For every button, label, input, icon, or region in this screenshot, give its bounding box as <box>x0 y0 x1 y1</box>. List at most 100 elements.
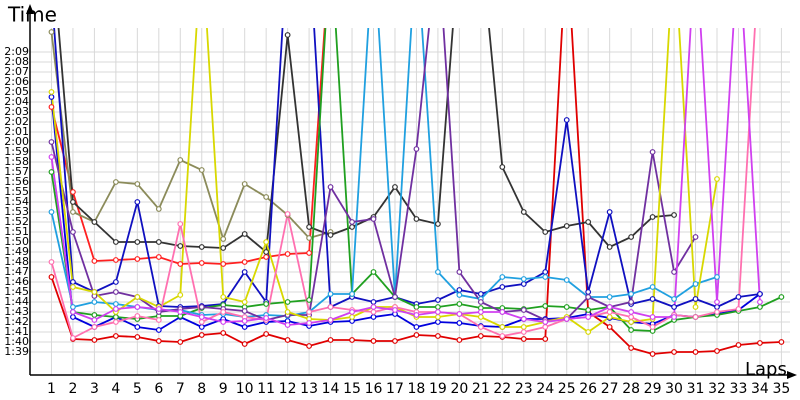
point <box>327 304 334 310</box>
y-tick-label: 2:06 <box>4 75 29 88</box>
y-tick-label: 1:59 <box>4 145 29 158</box>
x-tick-label: 17 <box>386 381 404 397</box>
point <box>241 181 248 187</box>
point <box>327 291 334 297</box>
point <box>70 309 76 315</box>
x-axis-title: Laps <box>745 359 787 380</box>
point <box>306 297 312 303</box>
point <box>413 304 420 310</box>
point <box>327 337 334 343</box>
point <box>413 324 420 330</box>
y-axis-title: Time <box>7 3 57 27</box>
point <box>284 32 291 38</box>
point <box>263 239 270 245</box>
point <box>198 167 205 173</box>
point <box>563 117 570 123</box>
point <box>306 250 312 256</box>
point <box>70 314 76 320</box>
point <box>306 224 312 230</box>
y-tick-label: 2:02 <box>4 115 29 128</box>
point <box>241 341 248 347</box>
point <box>435 269 441 275</box>
point <box>520 307 527 313</box>
point <box>263 315 270 321</box>
point <box>628 314 635 320</box>
point <box>692 304 699 310</box>
point <box>91 312 98 318</box>
point <box>263 249 270 255</box>
y-tick-label: 1:43 <box>4 305 29 318</box>
point <box>692 234 699 240</box>
point <box>70 199 76 205</box>
point <box>435 304 441 310</box>
point <box>134 313 141 319</box>
point <box>349 337 355 343</box>
point <box>735 306 742 312</box>
point <box>241 318 248 324</box>
point <box>520 329 527 335</box>
point <box>198 244 205 250</box>
point <box>112 319 119 325</box>
point <box>649 351 656 357</box>
y-axis-arrow <box>26 4 34 14</box>
point <box>349 219 355 225</box>
series-line <box>50 28 761 326</box>
point <box>134 239 141 245</box>
point <box>241 308 248 314</box>
point <box>456 287 463 293</box>
point <box>477 291 484 297</box>
point <box>134 181 141 187</box>
point <box>70 189 76 195</box>
point <box>198 304 205 310</box>
point <box>112 314 119 320</box>
x-tick-label: 11 <box>257 381 275 397</box>
point <box>263 301 270 307</box>
point <box>714 176 720 182</box>
point <box>585 289 592 295</box>
point <box>413 146 420 152</box>
point <box>735 294 742 300</box>
point <box>499 274 506 280</box>
point <box>198 314 205 320</box>
point <box>112 279 119 285</box>
point <box>435 314 441 320</box>
point <box>542 274 549 280</box>
point <box>563 277 570 283</box>
point <box>241 259 248 265</box>
point <box>499 324 506 330</box>
y-tick-label: 1:53 <box>4 205 29 218</box>
point <box>649 214 656 220</box>
x-tick-label: 4 <box>111 381 120 397</box>
point <box>456 301 463 307</box>
point <box>778 339 785 345</box>
point <box>392 338 398 344</box>
point <box>134 294 141 300</box>
point <box>263 194 270 200</box>
point <box>48 274 55 280</box>
x-tick-label: 20 <box>450 381 468 397</box>
x-tick-label: 10 <box>236 381 254 397</box>
point <box>499 333 506 339</box>
point <box>735 342 742 348</box>
point <box>456 311 463 317</box>
y-tick-label: 1:52 <box>4 215 29 228</box>
point <box>392 294 398 300</box>
x-tick-label: 5 <box>133 381 142 397</box>
series-line <box>50 28 756 340</box>
point <box>327 184 334 190</box>
point <box>499 309 506 315</box>
point <box>349 309 355 315</box>
point <box>520 316 527 322</box>
point <box>671 314 677 320</box>
y-tick-label: 2:07 <box>4 65 29 78</box>
point <box>220 236 227 242</box>
point <box>456 292 463 298</box>
point <box>70 335 76 341</box>
y-tick-label: 2:03 <box>4 105 29 118</box>
x-tick-label: 34 <box>751 381 769 397</box>
point <box>456 320 463 326</box>
point <box>241 299 248 305</box>
point <box>112 306 119 312</box>
point <box>134 256 141 262</box>
point <box>499 164 506 170</box>
